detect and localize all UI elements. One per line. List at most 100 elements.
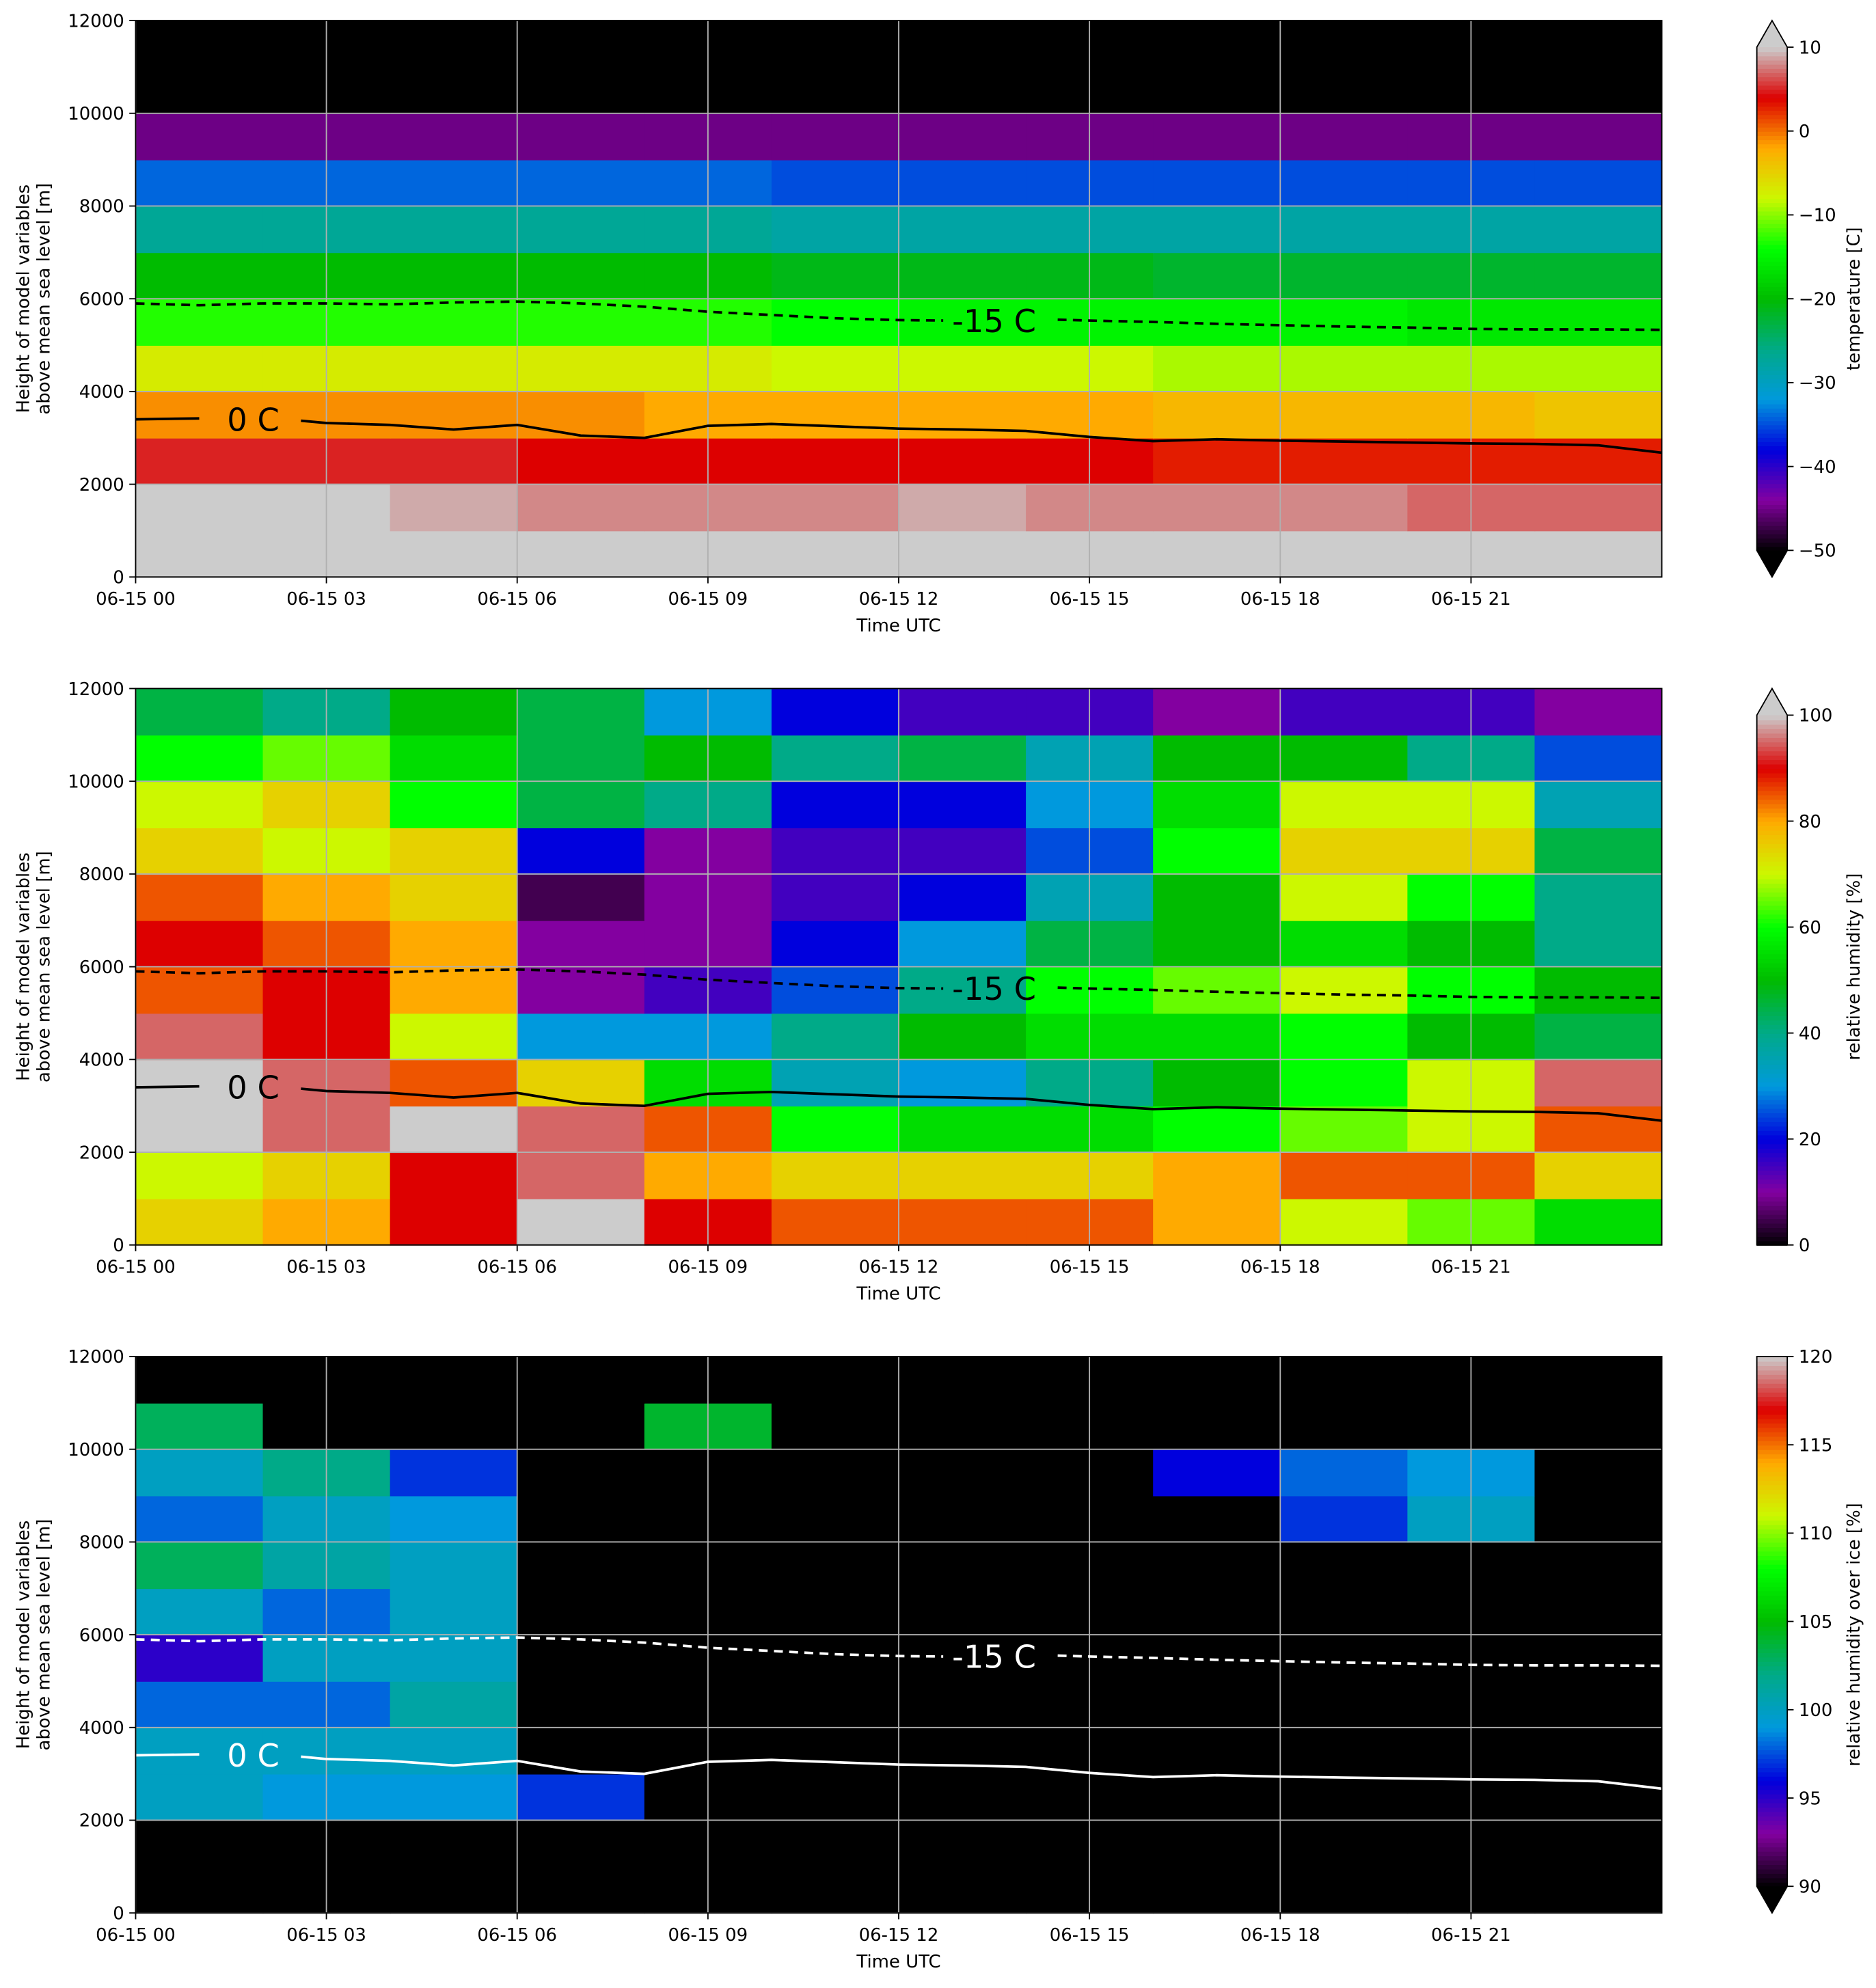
heatmap-cell xyxy=(1153,688,1281,736)
colorbar-segment xyxy=(1756,1551,1788,1556)
heatmap-cell xyxy=(771,1402,899,1450)
colorbar-segment xyxy=(1756,1147,1788,1154)
colorbar-segment xyxy=(1756,437,1788,442)
colorbar-segment xyxy=(1756,719,1788,725)
heatmap-cell xyxy=(135,1866,264,1914)
y-tick-label: 2000 xyxy=(79,1811,124,1832)
y-tick-label: 12000 xyxy=(68,1347,124,1367)
colorbar-segment xyxy=(1756,733,1788,738)
heatmap-cell xyxy=(1534,1059,1663,1107)
heatmap-cell xyxy=(771,484,899,532)
y-tick-label: 0 xyxy=(113,1903,124,1924)
heatmap-cell xyxy=(1534,484,1663,532)
x-tick-label: 06-15 09 xyxy=(668,1925,748,1946)
colorbar-segment xyxy=(1756,349,1788,355)
contour-line xyxy=(135,417,1662,454)
heatmap-cell xyxy=(390,1680,518,1728)
colorbar-segment xyxy=(1756,1086,1788,1091)
heatmap-cell xyxy=(771,391,899,439)
colorbar-segment xyxy=(1756,1090,1788,1096)
heatmap-cell xyxy=(1153,484,1281,532)
colorbar-segment xyxy=(1756,1784,1788,1790)
heatmap-cell xyxy=(1153,113,1281,161)
colorbar-segment xyxy=(1756,1700,1788,1706)
colorbar-segment xyxy=(1756,260,1788,267)
colorbar-segment xyxy=(1756,1820,1788,1825)
colorbar-segment xyxy=(1756,1767,1788,1773)
heatmap-cell xyxy=(1153,1356,1281,1404)
colorbar-segment xyxy=(1756,1833,1788,1839)
colorbar-segment xyxy=(1756,416,1788,422)
heatmap-cell xyxy=(771,113,899,161)
heatmap-cell xyxy=(135,1356,264,1404)
colorbar-tick-label: 90 xyxy=(1799,1877,1821,1898)
heatmap-cell xyxy=(390,1449,518,1497)
heatmap-cell xyxy=(1153,1542,1281,1590)
heatmap-cell xyxy=(517,781,645,828)
heatmap-cell xyxy=(1534,1356,1663,1404)
heatmap-cell xyxy=(771,299,899,346)
colorbar-segment xyxy=(1756,1029,1788,1034)
colorbar-segment xyxy=(1756,754,1788,761)
colorbar-segment xyxy=(1756,1868,1788,1874)
heatmap-cell xyxy=(1280,1727,1409,1775)
heatmap-cell xyxy=(771,1866,899,1914)
colorbar-segment xyxy=(1756,319,1788,325)
colorbar-segment xyxy=(1756,299,1788,304)
colorbar-segment xyxy=(1756,1006,1788,1012)
colorbar-segment xyxy=(1756,1493,1788,1499)
heatmap-cell xyxy=(1280,966,1409,1014)
heatmap-cell xyxy=(135,688,264,736)
heatmap-cell xyxy=(135,1152,264,1199)
colorbar-tick-label: 100 xyxy=(1799,706,1833,726)
heatmap-cell xyxy=(1534,966,1663,1014)
colorbar-segment xyxy=(1756,76,1788,82)
colorbar-segment xyxy=(1756,1108,1788,1114)
heatmap-cell xyxy=(390,1866,518,1914)
heatmap-cell xyxy=(517,252,645,300)
colorbar-segment xyxy=(1756,307,1788,312)
plot-frame xyxy=(135,1356,1663,1914)
heatmap-cell xyxy=(899,735,1027,782)
x-axis-label: Time UTC xyxy=(856,1283,940,1304)
heatmap-cell xyxy=(899,159,1027,207)
colorbar-segment xyxy=(1756,168,1788,174)
colorbar-segment xyxy=(1756,1678,1788,1685)
colorbar-segment xyxy=(1756,1391,1788,1398)
colorbar-segment xyxy=(1756,1842,1788,1848)
colorbar-segment xyxy=(1756,1462,1788,1468)
heatmap-cell xyxy=(1280,1820,1409,1868)
heatmap-cell xyxy=(517,66,645,114)
heatmap-cell xyxy=(1280,391,1409,439)
colorbar-segment xyxy=(1756,479,1788,485)
colorbar-segment xyxy=(1756,1436,1788,1441)
heatmap-cell xyxy=(135,159,264,207)
heatmap-cell xyxy=(771,1059,899,1107)
heatmap-cell xyxy=(899,781,1027,828)
colorbar-segment xyxy=(1756,1745,1788,1751)
colorbar-segment xyxy=(1756,362,1788,367)
heatmap-cell xyxy=(1280,1402,1409,1450)
colorbar-segment xyxy=(1756,962,1788,968)
colorbar-segment xyxy=(1756,1696,1788,1702)
y-tick-label: 8000 xyxy=(79,864,124,885)
heatmap-cell xyxy=(899,1013,1027,1061)
colorbar-segment xyxy=(1756,1741,1788,1746)
y-tick-label: 12000 xyxy=(68,679,124,700)
heatmap-cell xyxy=(517,1773,645,1821)
colorbar-segment xyxy=(1756,834,1788,840)
heatmap-cell xyxy=(1153,159,1281,207)
colorbar-segment xyxy=(1756,1758,1788,1764)
x-tick-label: 06-15 21 xyxy=(1431,1257,1511,1278)
colorbar-segment xyxy=(1756,395,1788,400)
colorbar-segment xyxy=(1756,542,1788,547)
heatmap-cell xyxy=(1280,345,1409,392)
colorbar-segment xyxy=(1756,799,1788,804)
heatmap-cell xyxy=(1153,1495,1281,1543)
colorbar-segment xyxy=(1756,1568,1788,1574)
colorbar-segment xyxy=(1756,387,1788,392)
colorbar-segment xyxy=(1756,357,1788,363)
y-tick-label: 2000 xyxy=(79,475,124,495)
colorbar-segment xyxy=(1756,1661,1788,1667)
colorbar-segment xyxy=(1756,131,1788,136)
